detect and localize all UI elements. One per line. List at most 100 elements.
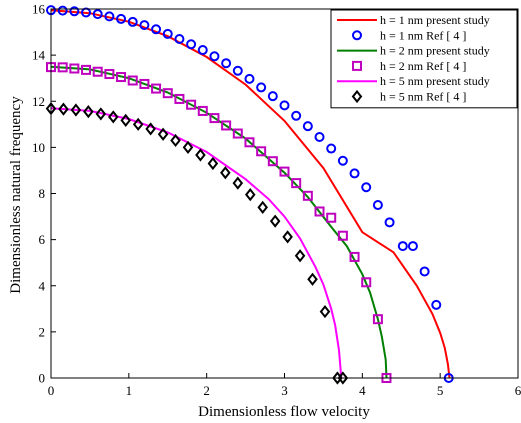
data-point: [256, 146, 267, 157]
data-point: [232, 176, 244, 190]
x-axis-title: Dimensionless flow velocity: [198, 404, 370, 420]
data-point: [351, 89, 363, 104]
data-point: [186, 39, 197, 50]
data-point: [372, 200, 383, 211]
data-point: [326, 143, 337, 154]
data-point: [269, 214, 281, 228]
data-point: [291, 110, 302, 121]
data-point: [221, 58, 232, 69]
data-point: [162, 28, 173, 39]
data-point: [174, 93, 185, 104]
data-point: [384, 217, 395, 228]
legend-label: h = 2 nm Ref [ 4 ]: [380, 59, 466, 73]
data-point: [83, 105, 94, 119]
data-point: [361, 277, 372, 288]
data-point: [81, 64, 92, 75]
series-line: [50, 9, 451, 379]
data-point: [319, 304, 331, 319]
data-point: [174, 33, 185, 44]
legend-label: h = 1 nm present study: [380, 13, 490, 27]
data-point: [107, 110, 119, 124]
data-point: [407, 241, 418, 252]
data-point: [349, 168, 360, 179]
y-tick-label: 4: [39, 278, 46, 293]
data-point: [116, 72, 127, 83]
data-point: [282, 230, 293, 244]
data-point: [220, 166, 231, 180]
legend-entry: h = 2 nm present study: [337, 44, 490, 58]
data-point: [397, 241, 408, 252]
data-point: [279, 166, 290, 177]
data-point: [69, 6, 80, 17]
data-point: [302, 121, 313, 132]
data-point: [352, 30, 362, 41]
data-point: [92, 66, 103, 77]
data-point: [361, 182, 372, 193]
y-axis-title: Dimensionless natural frequency: [8, 96, 24, 294]
series-markers: [45, 102, 349, 385]
data-point: [302, 190, 313, 201]
data-point: [70, 103, 82, 117]
data-point: [419, 266, 430, 277]
y-tick-label: 2: [39, 324, 46, 339]
data-point: [337, 371, 349, 385]
data-point: [372, 314, 383, 325]
data-point: [307, 272, 318, 286]
y-tick-label: 16: [32, 2, 46, 17]
data-point: [145, 122, 156, 136]
data-point: [314, 131, 325, 142]
data-point: [197, 105, 208, 116]
data-point: [431, 299, 442, 310]
data-point: [58, 102, 69, 116]
x-tick-label: 4: [359, 383, 366, 398]
data-point: [151, 24, 162, 35]
data-point: [139, 20, 150, 31]
data-point: [326, 212, 337, 223]
y-tick-label: 12: [32, 94, 45, 109]
series-layer: [45, 5, 454, 385]
data-point: [244, 137, 255, 148]
data-point: [139, 78, 150, 89]
legend-entry: h = 1 nm present study: [337, 13, 490, 27]
data-point: [294, 249, 306, 263]
data-point: [57, 62, 68, 73]
data-point: [232, 65, 243, 76]
x-tick-label: 3: [281, 383, 288, 398]
data-point: [120, 113, 132, 127]
data-point: [267, 156, 278, 167]
x-tick-label: 2: [203, 383, 210, 398]
data-point: [279, 100, 290, 111]
x-tick-label: 6: [515, 383, 521, 398]
legend-box: [330, 9, 518, 109]
data-point: [197, 45, 208, 56]
data-point: [127, 75, 138, 86]
x-tick-label: 5: [437, 383, 444, 398]
data-point: [209, 51, 220, 62]
data-point: [349, 251, 360, 262]
data-point: [221, 120, 232, 131]
data-point: [232, 128, 243, 139]
legend-label: h = 5 nm Ref [ 4 ]: [380, 90, 466, 104]
data-point: [69, 63, 80, 74]
data-point: [256, 82, 267, 93]
legend-entry: h = 2 nm Ref [ 4 ]: [352, 59, 466, 73]
data-point: [257, 200, 268, 214]
data-point: [195, 148, 206, 162]
data-point: [209, 113, 220, 124]
data-point: [267, 91, 278, 102]
data-point: [244, 73, 255, 84]
data-point: [104, 69, 115, 80]
legend-label: h = 2 nm present study: [380, 44, 490, 58]
data-point: [182, 140, 194, 154]
data-point: [337, 155, 348, 166]
data-point: [186, 99, 197, 110]
data-point: [170, 133, 181, 148]
data-point: [314, 206, 325, 217]
y-tick-label: 14: [32, 48, 46, 63]
data-point: [132, 117, 144, 131]
data-point: [157, 127, 169, 141]
data-point: [127, 16, 138, 27]
